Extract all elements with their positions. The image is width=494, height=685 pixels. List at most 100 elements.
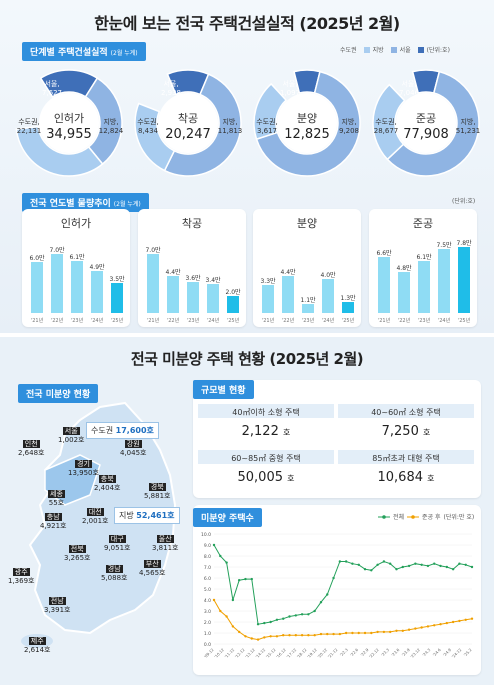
series-point: [282, 617, 285, 620]
bar-year: '22년: [281, 318, 295, 324]
series-point: [212, 543, 216, 547]
bar-year: '25년: [226, 318, 240, 324]
region-name: 전북: [68, 545, 86, 553]
donut-local-value: 12,824: [98, 127, 124, 135]
donut-slice-local: [386, 70, 480, 177]
bar-label: 7.0만: [49, 246, 65, 254]
region-value: 9,051호: [104, 544, 131, 552]
donut-legend: 수도권 지방 서울 (단위:호): [340, 45, 450, 54]
legend-completed-label: 준공 후: [422, 514, 441, 521]
region-label: 제주 2,614호: [24, 637, 50, 655]
region-label: 경북 5,881호: [144, 483, 170, 501]
region-name: 대전: [86, 508, 104, 516]
series-point: [338, 560, 342, 563]
series-point: [414, 627, 417, 630]
x-tick-label: '23.9: [401, 647, 412, 658]
legend-seoul-label: 서울: [399, 47, 411, 54]
bar: [187, 282, 199, 313]
region-name: 제주: [28, 637, 46, 645]
series-point: [263, 636, 266, 639]
donut-name: 분양: [296, 112, 318, 125]
series-point: [294, 634, 298, 637]
series-point: [225, 615, 228, 618]
series-point: [332, 632, 335, 636]
bar: [398, 272, 410, 313]
region-label: 전남 3,391호: [44, 597, 70, 615]
y-tick-label: 8.0: [204, 554, 211, 560]
series-point: [275, 635, 279, 638]
x-tick-label: '22.12: [368, 647, 380, 659]
donut-seoul-value: 2,938: [160, 89, 182, 97]
series-point: [219, 609, 222, 613]
series-point: [363, 568, 367, 571]
region-label: 대구 9,051호: [104, 535, 130, 553]
x-tick-label: '24.3: [421, 647, 432, 658]
bar-year: '21년: [377, 318, 391, 324]
series-point: [445, 621, 449, 625]
series-point: [439, 623, 442, 626]
series-point: [307, 613, 310, 616]
x-tick-label: '14.12: [254, 647, 266, 659]
series-point: [407, 628, 411, 631]
bar: [322, 279, 334, 313]
series-point: [307, 634, 310, 637]
donut-slice-metro: [372, 83, 406, 161]
series-point: [244, 577, 247, 581]
region-value: 3,811호: [152, 544, 179, 552]
x-tick-label: '18.12: [296, 647, 308, 659]
donut-seoul-value: 7,627: [41, 89, 63, 97]
region-value: 4,045호: [120, 449, 147, 457]
region-value: 3,391호: [44, 606, 71, 614]
y-tick-label: 6.0: [204, 576, 211, 582]
region-value: 55호: [48, 499, 65, 507]
region-value: 2,614호: [24, 646, 51, 654]
series-point: [395, 568, 398, 571]
bar: [207, 284, 219, 313]
donut-center: [158, 93, 218, 153]
legend-unit: (단위:호): [426, 47, 450, 54]
region-value: 3,265호: [64, 554, 91, 562]
x-tick-label: '09.12: [203, 647, 215, 659]
y-tick-label: 3.0: [204, 609, 211, 615]
x-tick-label: '23.6: [390, 647, 401, 658]
donut-seoul-label: 서울,: [282, 80, 298, 88]
bar-year: '21년: [30, 318, 44, 324]
scale-label: 60~85㎡ 중형 주택: [198, 450, 334, 464]
scale-tag: 규모별 현황: [193, 380, 254, 399]
series-point: [433, 562, 436, 565]
y-tick-label: 4.0: [204, 598, 211, 604]
y-tick-label: 5.0: [204, 587, 211, 593]
bar-year: '25년: [110, 318, 124, 324]
chart-legend: 전체 준공 후 (단위:만 호): [378, 512, 474, 521]
donut-metro-value: 3,617: [256, 127, 278, 135]
bar-year: '23년: [301, 318, 315, 324]
donut-metro-value: 28,677: [373, 127, 399, 135]
region-label: 세종 55호: [48, 490, 65, 508]
donut-total: 34,955: [46, 127, 92, 142]
region-name: 강원: [124, 440, 142, 448]
series-point: [351, 562, 354, 565]
region-value: 1,002호: [58, 436, 85, 444]
x-tick-label: '22.9: [359, 647, 370, 658]
region-name: 울산: [156, 535, 174, 543]
series-line: [213, 599, 473, 641]
bar: [91, 271, 103, 313]
series-point: [300, 634, 304, 637]
legend-total-marker: [378, 514, 390, 519]
donut-local-label: 지방,: [460, 118, 476, 126]
x-tick-label: '17.12: [285, 647, 297, 659]
x-tick-label: '22.6: [349, 647, 360, 658]
donut-slice-local: [255, 70, 361, 177]
bar: [438, 249, 450, 313]
series-point: [426, 564, 430, 568]
region-value: 2,404호: [94, 484, 121, 492]
donut-seoul-value: 1,097: [279, 89, 301, 97]
chart-unit: (단위:만 호): [443, 514, 475, 521]
region-label: 서울 1,002호: [58, 427, 84, 445]
series-point: [219, 554, 222, 558]
series-point: [420, 563, 423, 566]
bar-label: 4.4만: [280, 268, 296, 276]
x-tick-label: '24.12: [450, 647, 462, 659]
y-tick-label: 0.0: [204, 642, 211, 648]
region-label: 전북 3,265호: [64, 545, 90, 563]
